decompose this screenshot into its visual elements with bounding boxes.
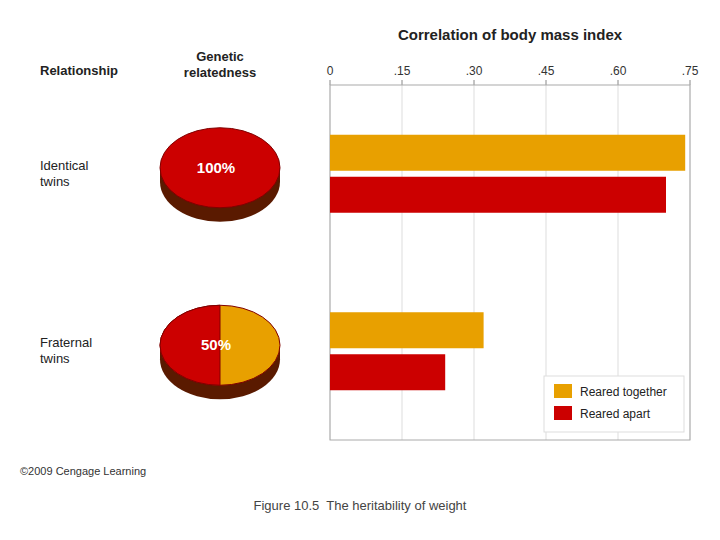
pie: [160, 305, 280, 399]
annotation: ©2009 Cengage Learning: [20, 465, 146, 477]
bar: [330, 135, 685, 171]
bar: [330, 312, 484, 348]
tick-label: .30: [466, 64, 483, 78]
tick-label: 0: [327, 64, 334, 78]
tick-mark: [402, 80, 403, 85]
chart-title: Correlation of body mass index: [398, 26, 623, 43]
background: [0, 0, 720, 540]
legend: Reared together Reared apart: [544, 376, 684, 432]
tick-label: .75: [682, 64, 699, 78]
plot-frame: [330, 85, 690, 440]
bars: [330, 135, 685, 391]
tick-label: .60: [610, 64, 627, 78]
column-header: Relationship: [40, 63, 118, 78]
tick-mark: [690, 80, 691, 85]
pie-rest: [160, 305, 280, 385]
legend-swatch: [554, 384, 572, 398]
row-label: Identicaltwins: [40, 158, 89, 189]
data-label: 100%: [197, 159, 235, 176]
bar: [330, 177, 666, 213]
grid: [330, 80, 690, 440]
legend-label: Reared together: [580, 385, 667, 399]
legend-box: [544, 376, 684, 432]
pie-slice: [160, 128, 280, 208]
pie: [160, 128, 280, 222]
tick-label: .15: [394, 64, 411, 78]
tick-mark: [330, 80, 331, 85]
legend-swatch: [554, 406, 572, 420]
tick-mark: [618, 80, 619, 85]
legend-label: Reared apart: [580, 407, 651, 421]
tick-label: .45: [538, 64, 555, 78]
tick-mark: [546, 80, 547, 85]
data-label: 50%: [201, 336, 231, 353]
bar: [330, 354, 445, 390]
column-header: Geneticrelatedness: [184, 49, 256, 80]
tick-mark: [474, 80, 475, 85]
chart-root: Correlation of body mass index 0 .15 .30 .45…: [0, 0, 720, 540]
row-label: Fraternaltwins: [40, 335, 92, 366]
annotation: Figure 10.5 The heritability of weight: [254, 498, 467, 513]
